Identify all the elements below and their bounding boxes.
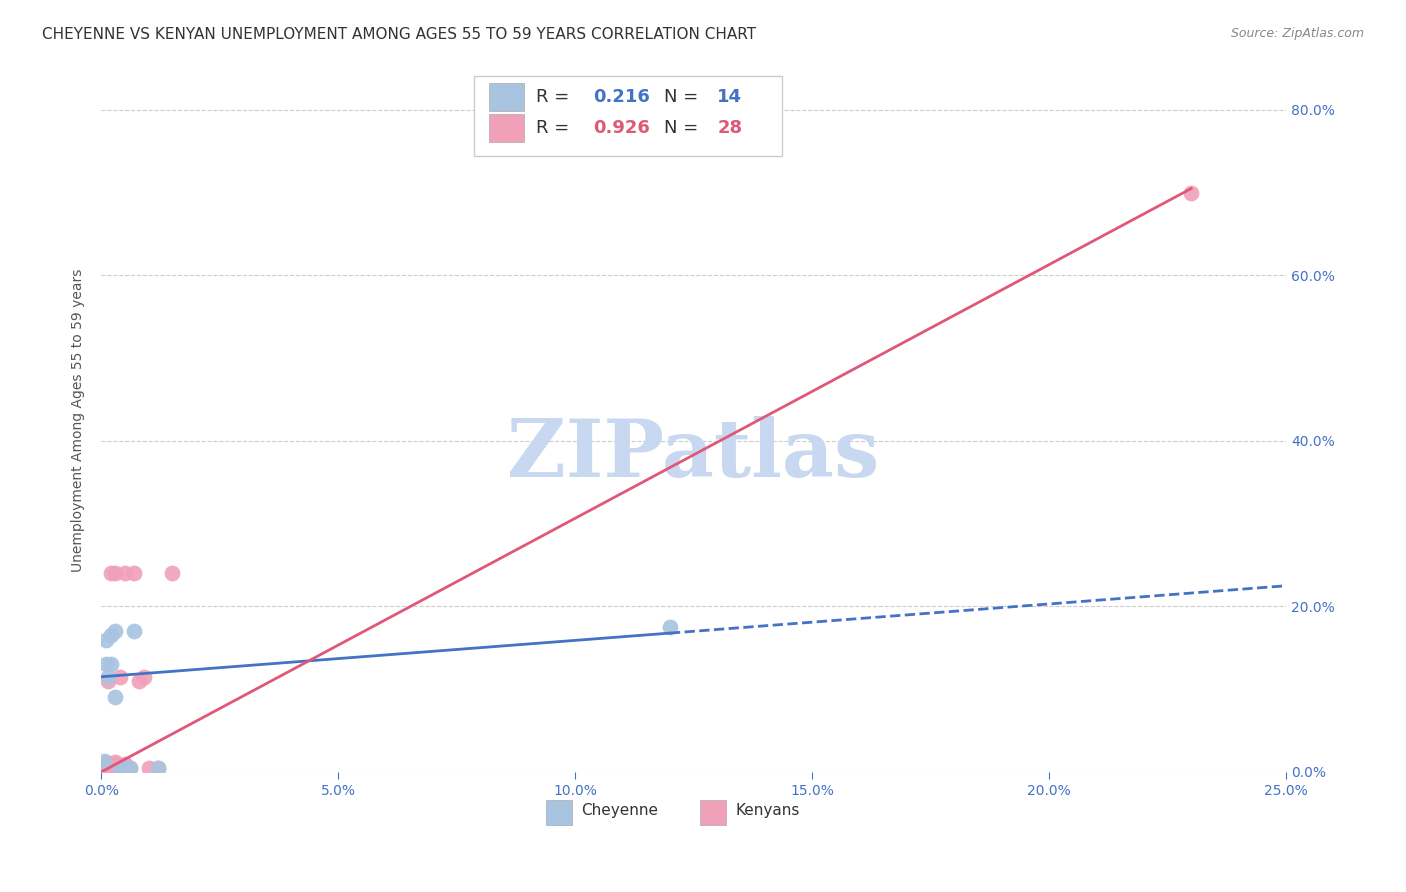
Point (138, 761, 160, 775)
Point (94, 756, 117, 771)
Point (94, 758, 117, 772)
Point (97, 670, 120, 684)
Point (124, 624, 146, 639)
Text: Source: ZipAtlas.com: Source: ZipAtlas.com (1230, 27, 1364, 40)
Point (104, 761, 127, 775)
Point (94, 657, 117, 672)
Text: 28: 28 (717, 120, 742, 137)
Point (118, 761, 141, 775)
Point (114, 761, 136, 775)
Point (162, 566, 184, 581)
Point (97, 761, 120, 775)
Point (100, 758, 122, 772)
Point (128, 673, 150, 688)
Text: CHEYENNE VS KENYAN UNEMPLOYMENT AMONG AGES 55 TO 59 YEARS CORRELATION CHART: CHEYENNE VS KENYAN UNEMPLOYMENT AMONG AG… (42, 27, 756, 42)
Text: R =: R = (536, 120, 575, 137)
Point (104, 690, 127, 705)
Point (114, 761, 136, 775)
Text: ZIPatlas: ZIPatlas (508, 417, 880, 494)
Point (146, 761, 169, 775)
Point (108, 670, 131, 684)
Point (94, 755, 117, 769)
Bar (546, 800, 572, 825)
Point (100, 657, 122, 672)
Point (658, 620, 681, 634)
Point (132, 670, 155, 684)
Point (100, 628, 122, 642)
Text: 14: 14 (717, 87, 742, 105)
Bar (700, 800, 725, 825)
Point (104, 566, 127, 581)
Point (100, 761, 122, 775)
Point (124, 566, 146, 581)
Point (108, 761, 131, 775)
Point (118, 761, 141, 775)
Point (104, 756, 127, 771)
Text: 0.926: 0.926 (593, 120, 650, 137)
Text: R =: R = (536, 87, 575, 105)
Text: Cheyenne: Cheyenne (581, 803, 658, 818)
Point (114, 566, 136, 581)
Point (93, 758, 115, 772)
Point (97, 673, 120, 688)
Point (108, 761, 131, 775)
Point (91, 761, 114, 775)
Bar (489, 114, 524, 143)
Text: Kenyans: Kenyans (735, 803, 800, 818)
Point (104, 624, 127, 639)
Text: N =: N = (664, 87, 704, 105)
Point (93, 754, 115, 768)
Text: N =: N = (664, 120, 704, 137)
Bar (474, 76, 783, 156)
Bar (489, 83, 524, 111)
Point (104, 755, 127, 769)
Point (1180, 186, 1202, 200)
Text: 0.216: 0.216 (593, 87, 650, 105)
Point (100, 566, 122, 581)
Point (93, 761, 115, 775)
Y-axis label: Unemployment Among Ages 55 to 59 years: Unemployment Among Ages 55 to 59 years (72, 268, 86, 572)
Point (94, 632, 117, 647)
Point (146, 761, 169, 775)
Point (114, 756, 136, 771)
